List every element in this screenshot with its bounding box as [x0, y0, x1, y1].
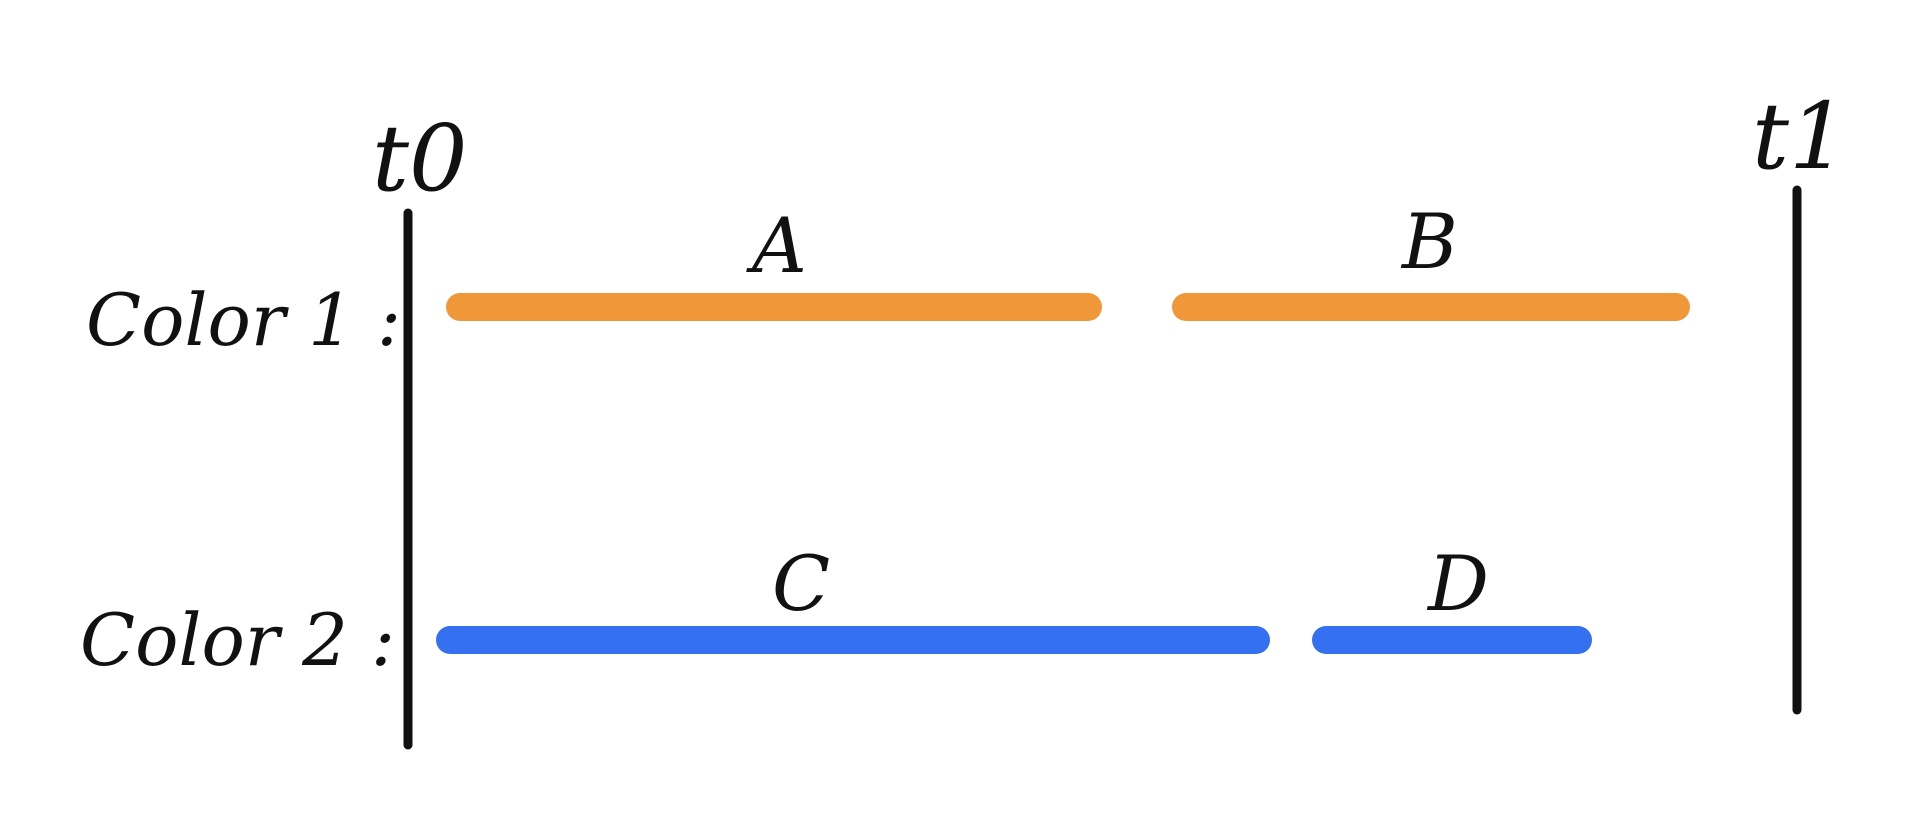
end-time-marker: t1	[1752, 83, 1848, 715]
row-label-color-2: Color 2 :	[80, 598, 395, 682]
start-time-label: t0	[372, 105, 468, 212]
segment-a: A	[446, 201, 1102, 321]
segment-c-label: C	[772, 539, 830, 628]
row-color-1: Color 1 : A B	[86, 197, 1690, 362]
segment-c: C	[436, 539, 1270, 654]
segment-d-label: D	[1426, 539, 1489, 628]
row-label-color-1: Color 1 :	[86, 278, 401, 362]
end-time-label: t1	[1752, 83, 1848, 190]
segment-d: D	[1312, 539, 1592, 654]
segment-a-label: A	[746, 201, 807, 290]
segment-b: B	[1172, 197, 1690, 321]
segment-b-label: B	[1400, 197, 1458, 286]
start-time-marker: t0	[372, 105, 468, 750]
row-color-2: Color 2 : C D	[80, 539, 1592, 682]
